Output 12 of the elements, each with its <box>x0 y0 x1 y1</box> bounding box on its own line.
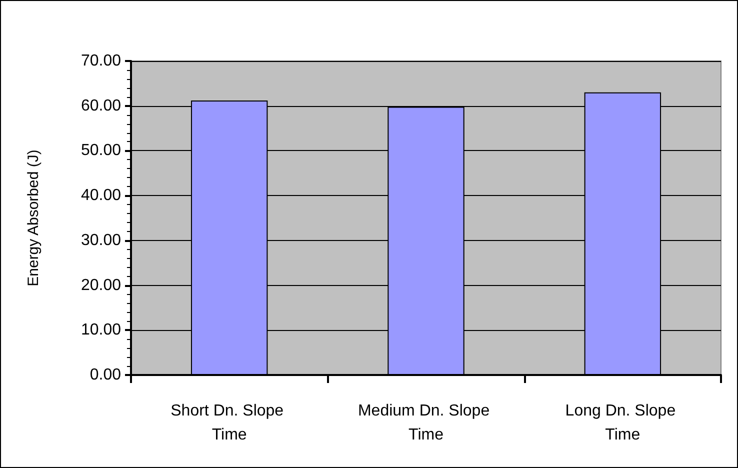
y-tick-label: 40.00 <box>80 187 122 204</box>
y-tick-label: 60.00 <box>80 97 122 114</box>
y-tick-label: 50.00 <box>80 142 122 160</box>
y-tick-label: 30.00 <box>80 232 122 249</box>
y-axis-title: Energy Absorbed (J) <box>25 150 42 286</box>
x-tick-label: Long Dn. Slope Time <box>565 402 680 444</box>
x-tick-label: Medium Dn. Slope Time <box>358 402 494 444</box>
y-tick-label: 20.00 <box>80 276 122 294</box>
x-tick-label: Short Dn. Slope Time <box>170 402 288 444</box>
y-tick-label: 0.00 <box>90 366 122 384</box>
y-tick-label: 10.00 <box>80 322 122 339</box>
y-tick-label: 70.00 <box>80 52 122 70</box>
